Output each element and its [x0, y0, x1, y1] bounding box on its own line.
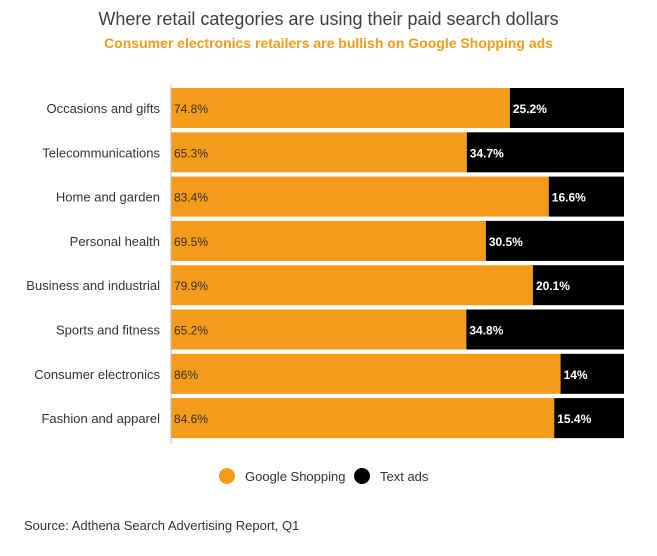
category-label: Occasions and gifts [47, 101, 161, 116]
value-labels: 74.8% 25.2% 65.3% 34.7% 83.4% 16.6% 69.5% 30.5%… [174, 102, 592, 426]
category-label: Fashion and apparel [41, 411, 160, 426]
legend-label-google-shopping: Google Shopping [245, 469, 345, 484]
data-label-google-shopping: 79.9% [174, 279, 208, 293]
legend-marker-text-ads [354, 468, 370, 484]
data-label-text-ads: 15.4% [557, 412, 591, 426]
bar-google-shopping [171, 176, 549, 217]
bar-google-shopping [171, 132, 467, 173]
bar-google-shopping [171, 309, 467, 350]
data-label-text-ads: 16.6% [552, 191, 586, 205]
category-label: Sports and fitness [56, 323, 161, 338]
bar-google-shopping [171, 88, 510, 128]
data-label-google-shopping: 83.4% [174, 191, 208, 205]
data-label-google-shopping: 86% [174, 368, 198, 382]
bar-text-ads [554, 398, 624, 439]
bar-google-shopping [171, 398, 555, 439]
stacked-bar-chart: Occasions and gifts Telecommunications Hom… [26, 84, 624, 484]
bars [171, 88, 624, 439]
bar-text-ads [560, 353, 624, 394]
data-label-google-shopping: 65.3% [174, 146, 208, 160]
legend: Google Shopping Text ads [219, 468, 429, 484]
category-label: Telecommunications [42, 145, 160, 160]
bar-text-ads [509, 88, 624, 128]
bar-text-ads [466, 309, 624, 350]
data-label-text-ads: 14% [564, 368, 588, 382]
bar-text-ads [532, 265, 624, 306]
data-label-text-ads: 34.8% [469, 324, 503, 338]
chart-title: Where retail categories are using their … [98, 9, 559, 29]
source-note: Source: Adthena Search Advertising Repor… [24, 518, 300, 533]
data-label-google-shopping: 74.8% [174, 102, 208, 116]
bar-text-ads [548, 176, 624, 217]
data-label-google-shopping: 69.5% [174, 235, 208, 249]
data-label-text-ads: 25.2% [513, 102, 547, 116]
category-labels: Occasions and gifts Telecommunications Hom… [26, 101, 160, 426]
legend-label-text-ads: Text ads [380, 469, 429, 484]
data-label-text-ads: 20.1% [536, 279, 570, 293]
data-label-google-shopping: 84.6% [174, 412, 208, 426]
chart-subtitle: Consumer electronics retailers are bulli… [104, 35, 553, 51]
category-label: Home and garden [56, 190, 160, 205]
category-label: Consumer electronics [34, 367, 160, 382]
data-label-text-ads: 34.7% [470, 146, 504, 160]
bar-google-shopping [171, 220, 486, 261]
bar-text-ads [466, 132, 624, 173]
bar-google-shopping [171, 353, 561, 394]
data-label-google-shopping: 65.2% [174, 324, 208, 338]
category-label: Business and industrial [26, 278, 160, 293]
bar-text-ads [485, 220, 624, 261]
category-label: Personal health [70, 234, 160, 249]
bar-google-shopping [171, 265, 533, 306]
legend-marker-google-shopping [219, 468, 235, 484]
data-label-text-ads: 30.5% [489, 235, 523, 249]
